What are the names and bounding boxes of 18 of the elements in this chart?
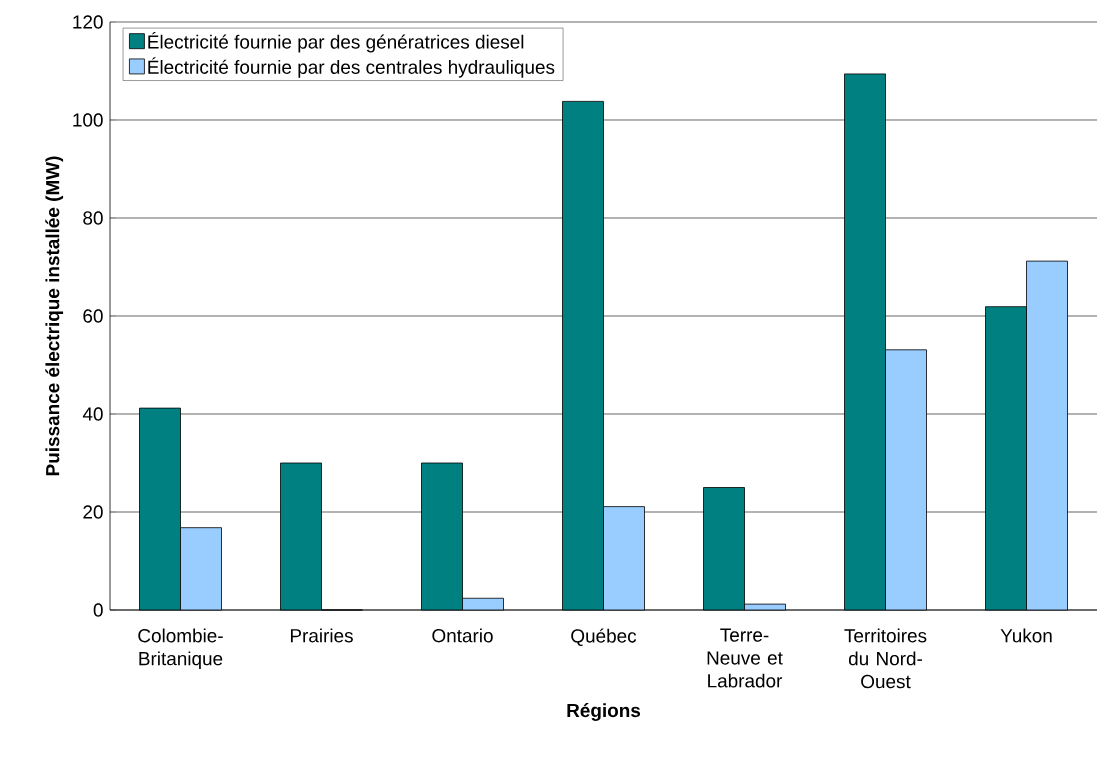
y-tick-label: 120 — [73, 15, 103, 29]
legend-label: Électricité fournie par des centrales hydrauliques — [148, 57, 555, 78]
x-tick-label: Territoires du Nord-Ouest — [844, 628, 927, 689]
y-tick-label: 20 — [83, 505, 103, 519]
legend-label: Électricité fournie par des génératrices diesel — [148, 32, 524, 53]
y-tick-label: 100 — [73, 113, 103, 127]
x-tick-label: Québec — [571, 628, 637, 647]
x-tick-label: Prairies — [290, 628, 353, 643]
y-tick-label: 80 — [83, 211, 103, 225]
x-tick-label: Yukon — [1000, 628, 1052, 643]
y-axis-title: Puissance électrique installée (MW) — [45, 156, 64, 476]
x-tick-label: Ontario — [432, 628, 493, 643]
x-tick-label: Terre-Neuve et Labrador — [707, 628, 783, 688]
y-tick-label: 60 — [83, 309, 103, 323]
x-tick-label: Colombie-Britanique — [138, 628, 223, 670]
y-tick-label: 0 — [93, 603, 103, 617]
x-axis-title: Régions — [567, 703, 641, 721]
y-tick-label: 40 — [82, 407, 103, 421]
